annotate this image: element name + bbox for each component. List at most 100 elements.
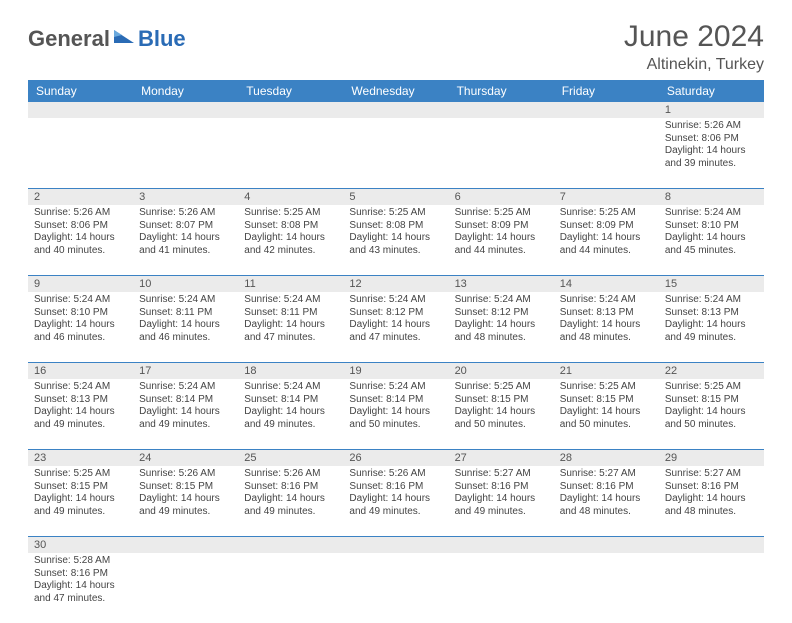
sunrise-line: Sunrise: 5:25 AM — [244, 207, 337, 220]
day-headers: Sunday Monday Tuesday Wednesday Thursday… — [28, 80, 764, 102]
sunrise-line: Sunrise: 5:26 AM — [665, 120, 758, 133]
day-cell: Sunrise: 5:25 AMSunset: 8:09 PMDaylight:… — [449, 205, 554, 275]
month-title: June 2024 — [624, 20, 764, 54]
day-cell: Sunrise: 5:25 AMSunset: 8:09 PMDaylight:… — [554, 205, 659, 275]
daylight-line-1: Daylight: 14 hours — [349, 232, 442, 245]
daylight-line-1: Daylight: 14 hours — [665, 145, 758, 158]
sunset-line: Sunset: 8:13 PM — [665, 307, 758, 320]
sunrise-line: Sunrise: 5:24 AM — [34, 294, 127, 307]
daylight-line-1: Daylight: 14 hours — [455, 406, 548, 419]
sunrise-line: Sunrise: 5:25 AM — [455, 207, 548, 220]
daylight-line-1: Daylight: 14 hours — [665, 232, 758, 245]
daylight-line-1: Daylight: 14 hours — [139, 406, 232, 419]
day-number: 1 — [659, 102, 764, 118]
day-cell: Sunrise: 5:26 AMSunset: 8:07 PMDaylight:… — [133, 205, 238, 275]
daylight-line-2: and 43 minutes. — [349, 245, 442, 258]
day-cell: Sunrise: 5:26 AMSunset: 8:15 PMDaylight:… — [133, 466, 238, 536]
day-cell: Sunrise: 5:25 AMSunset: 8:15 PMDaylight:… — [554, 379, 659, 449]
daynum-row: 9101112131415 — [28, 276, 764, 292]
sunset-line: Sunset: 8:15 PM — [139, 481, 232, 494]
day-number: 11 — [238, 276, 343, 292]
sunrise-line: Sunrise: 5:24 AM — [139, 294, 232, 307]
day-cell: Sunrise: 5:24 AMSunset: 8:14 PMDaylight:… — [238, 379, 343, 449]
day-number — [554, 102, 659, 118]
day-number: 22 — [659, 363, 764, 379]
sunset-line: Sunset: 8:15 PM — [665, 394, 758, 407]
day-number: 9 — [28, 276, 133, 292]
daylight-line-1: Daylight: 14 hours — [244, 232, 337, 245]
sunset-line: Sunset: 8:14 PM — [349, 394, 442, 407]
day-number: 20 — [449, 363, 554, 379]
daylight-line-2: and 44 minutes. — [560, 245, 653, 258]
day-cell — [238, 553, 343, 623]
daylight-line-1: Daylight: 14 hours — [349, 406, 442, 419]
daylight-line-1: Daylight: 14 hours — [34, 493, 127, 506]
day-cell: Sunrise: 5:24 AMSunset: 8:14 PMDaylight:… — [343, 379, 448, 449]
daylight-line-1: Daylight: 14 hours — [560, 232, 653, 245]
day-number: 7 — [554, 189, 659, 205]
daylight-line-1: Daylight: 14 hours — [560, 319, 653, 332]
daylight-line-2: and 44 minutes. — [455, 245, 548, 258]
daynum-row: 2345678 — [28, 189, 764, 205]
day-number: 18 — [238, 363, 343, 379]
daylight-line-2: and 49 minutes. — [455, 506, 548, 519]
sunset-line: Sunset: 8:16 PM — [455, 481, 548, 494]
sunset-line: Sunset: 8:06 PM — [34, 220, 127, 233]
sunset-line: Sunset: 8:10 PM — [34, 307, 127, 320]
daylight-line-1: Daylight: 14 hours — [34, 406, 127, 419]
daylight-line-1: Daylight: 14 hours — [349, 319, 442, 332]
sunset-line: Sunset: 8:16 PM — [34, 568, 127, 581]
location: Altinekin, Turkey — [624, 56, 764, 74]
daylight-line-2: and 40 minutes. — [34, 245, 127, 258]
daylight-line-2: and 50 minutes. — [665, 419, 758, 432]
daylight-line-2: and 49 minutes. — [244, 506, 337, 519]
sunrise-line: Sunrise: 5:24 AM — [560, 294, 653, 307]
sunrise-line: Sunrise: 5:24 AM — [244, 294, 337, 307]
day-number — [133, 102, 238, 118]
daylight-line-2: and 48 minutes. — [455, 332, 548, 345]
sunset-line: Sunset: 8:14 PM — [139, 394, 232, 407]
day-cell: Sunrise: 5:27 AMSunset: 8:16 PMDaylight:… — [554, 466, 659, 536]
day-number: 2 — [28, 189, 133, 205]
day-cell: Sunrise: 5:26 AMSunset: 8:06 PMDaylight:… — [659, 118, 764, 188]
day-number: 16 — [28, 363, 133, 379]
daylight-line-1: Daylight: 14 hours — [455, 319, 548, 332]
daylight-line-2: and 47 minutes. — [244, 332, 337, 345]
daylight-line-2: and 48 minutes. — [665, 506, 758, 519]
day-number — [133, 537, 238, 553]
sunrise-line: Sunrise: 5:24 AM — [349, 294, 442, 307]
sunset-line: Sunset: 8:15 PM — [455, 394, 548, 407]
daylight-line-2: and 46 minutes. — [139, 332, 232, 345]
sunrise-line: Sunrise: 5:25 AM — [349, 207, 442, 220]
daynum-row: 1 — [28, 102, 764, 118]
sunrise-line: Sunrise: 5:25 AM — [560, 207, 653, 220]
day-cell: Sunrise: 5:24 AMSunset: 8:13 PMDaylight:… — [659, 292, 764, 362]
day-cell: Sunrise: 5:24 AMSunset: 8:12 PMDaylight:… — [343, 292, 448, 362]
daylight-line-2: and 49 minutes. — [665, 332, 758, 345]
sunset-line: Sunset: 8:11 PM — [244, 307, 337, 320]
daynum-row: 23242526272829 — [28, 450, 764, 466]
sunrise-line: Sunrise: 5:26 AM — [139, 468, 232, 481]
flag-icon — [114, 28, 136, 51]
daylight-line-2: and 48 minutes. — [560, 506, 653, 519]
day-cell — [554, 553, 659, 623]
day-number — [238, 537, 343, 553]
sunrise-line: Sunrise: 5:25 AM — [34, 468, 127, 481]
daylight-line-2: and 49 minutes. — [139, 506, 232, 519]
daylight-line-1: Daylight: 14 hours — [560, 406, 653, 419]
sunrise-line: Sunrise: 5:27 AM — [455, 468, 548, 481]
day-cell: Sunrise: 5:26 AMSunset: 8:16 PMDaylight:… — [343, 466, 448, 536]
day-number: 15 — [659, 276, 764, 292]
sunrise-line: Sunrise: 5:24 AM — [244, 381, 337, 394]
day-number: 8 — [659, 189, 764, 205]
sunset-line: Sunset: 8:15 PM — [560, 394, 653, 407]
day-cell — [449, 118, 554, 188]
daylight-line-2: and 48 minutes. — [560, 332, 653, 345]
day-number: 25 — [238, 450, 343, 466]
sunset-line: Sunset: 8:12 PM — [349, 307, 442, 320]
calendar: Sunday Monday Tuesday Wednesday Thursday… — [28, 80, 764, 623]
sunrise-line: Sunrise: 5:25 AM — [455, 381, 548, 394]
sunset-line: Sunset: 8:09 PM — [455, 220, 548, 233]
daylight-line-2: and 49 minutes. — [34, 506, 127, 519]
day-cell: Sunrise: 5:24 AMSunset: 8:13 PMDaylight:… — [28, 379, 133, 449]
